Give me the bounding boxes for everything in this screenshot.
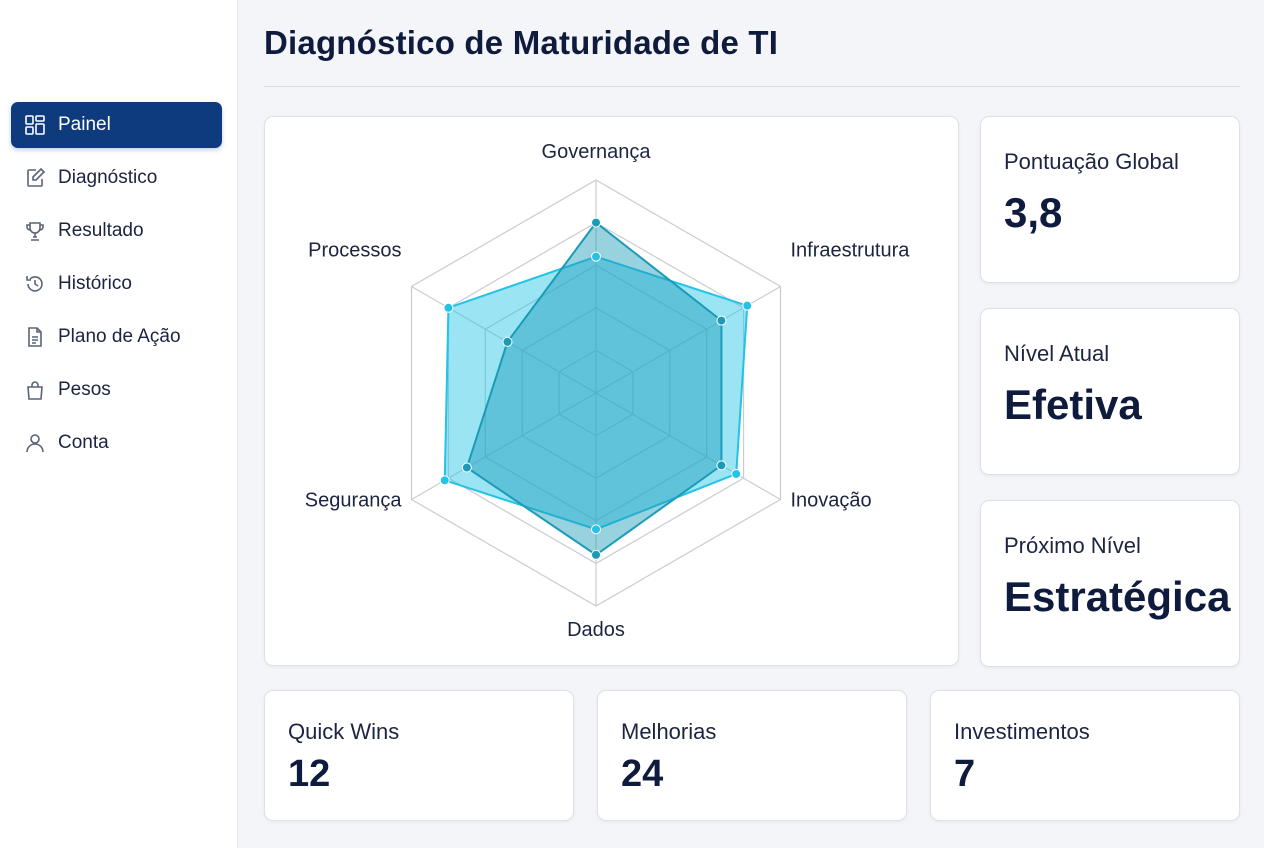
investments-card: Investimentos 7 [930, 690, 1240, 821]
radar-data-point [461, 462, 472, 473]
current-level-value: Efetiva [1004, 381, 1142, 428]
radar-axis-label: Governança [542, 141, 652, 163]
radar-axis-label: Infraestrutura [790, 240, 910, 262]
radar-data-point [742, 300, 753, 311]
sidebar-item-painel[interactable]: Painel [11, 102, 222, 148]
history-icon [24, 273, 46, 295]
global-score-label: Pontuação Global [1004, 149, 1179, 174]
document-icon [24, 326, 46, 348]
radar-data-point [731, 468, 742, 479]
investments-value: 7 [954, 753, 976, 795]
radar-spoke [595, 392, 781, 501]
global-score-card: Pontuação Global 3,8 [980, 116, 1240, 283]
radar-data-point [591, 549, 601, 560]
radar-chart: Governança Infraestrutura Inovação Dados Seg… [305, 141, 910, 641]
sidebar-item-label: Pesos [58, 379, 111, 400]
current-level-label: Nível Atual [1004, 341, 1110, 366]
next-level-label: Próximo Nível [1004, 533, 1141, 558]
sidebar-item-label: Painel [58, 114, 111, 135]
radar-data-point [439, 475, 450, 486]
next-level-card: Próximo Nível Estratégica [980, 500, 1240, 667]
sidebar-item-label: Diagnóstico [58, 167, 158, 188]
bag-icon [24, 379, 46, 401]
radar-axis-label: Segurança [305, 490, 403, 512]
sidebar-item-label: Resultado [58, 220, 144, 241]
sidebar-item-label: Conta [58, 432, 109, 453]
sidebar-item-label: Histórico [58, 273, 132, 294]
sidebar-item-diagnostico[interactable]: Diagnóstico [11, 155, 222, 201]
investments-label: Investimentos [954, 719, 1090, 744]
quick-wins-value: 12 [288, 753, 331, 795]
title-divider [264, 86, 1240, 87]
sidebar: Painel Diagnóstico Resultado Histórico P… [0, 0, 238, 848]
radar-data-point [591, 251, 601, 262]
radar-axis-label: Inovação [790, 490, 871, 512]
page-title: Diagnóstico de Maturidade de TI [264, 24, 779, 61]
sidebar-item-resultado[interactable]: Resultado [11, 208, 222, 254]
next-level-value: Estratégica [1004, 573, 1231, 620]
user-icon [24, 432, 46, 454]
improvements-label: Melhorias [621, 719, 717, 744]
dashboard-icon [24, 114, 46, 136]
sidebar-nav: Painel Diagnóstico Resultado Histórico P… [11, 102, 222, 473]
sidebar-item-plano-de-acao[interactable]: Plano de Ação [11, 314, 222, 360]
sidebar-item-label: Plano de Ação [58, 326, 181, 347]
radar-axis-label: Dados [567, 619, 625, 641]
radar-data-point [591, 524, 601, 535]
radar-data-point [716, 315, 727, 326]
radar-axis-label: Processos [308, 240, 401, 262]
radar-data-point [443, 302, 454, 313]
current-level-card: Nível Atual Efetiva [980, 308, 1240, 475]
radar-data-point [716, 460, 727, 471]
sidebar-item-conta[interactable]: Conta [11, 420, 222, 466]
quick-wins-label: Quick Wins [288, 719, 400, 744]
sidebar-item-historico[interactable]: Histórico [11, 261, 222, 307]
edit-document-icon [24, 167, 46, 189]
improvements-card: Melhorias 24 [597, 690, 907, 821]
improvements-value: 24 [621, 753, 664, 795]
trophy-icon [24, 220, 46, 242]
quick-wins-card: Quick Wins 12 [264, 690, 574, 821]
radar-chart-card: Governança Infraestrutura Inovação Dados Seg… [264, 116, 959, 666]
radar-data-point [591, 217, 601, 228]
radar-data-point [502, 336, 513, 347]
sidebar-item-pesos[interactable]: Pesos [11, 367, 222, 413]
global-score-value: 3,8 [1004, 189, 1063, 236]
